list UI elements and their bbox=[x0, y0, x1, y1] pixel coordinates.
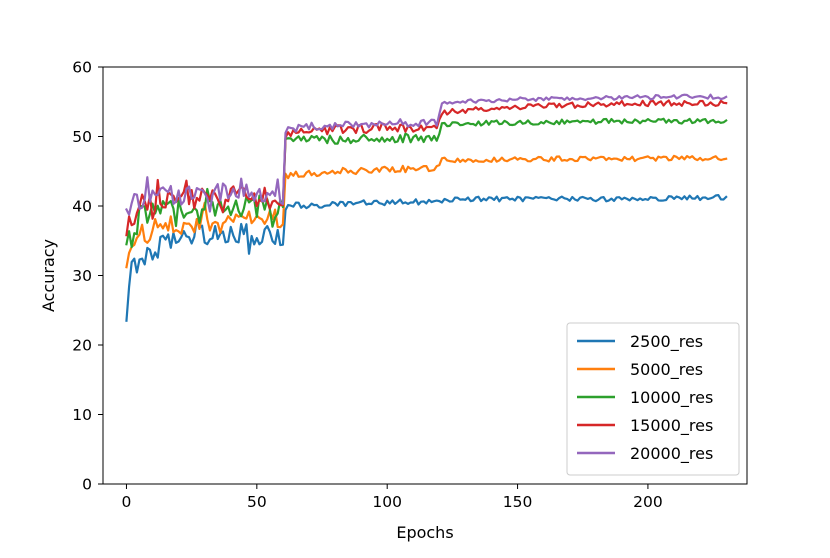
legend-label: 10000_res bbox=[630, 388, 713, 408]
legend-label: 2500_res bbox=[630, 332, 703, 352]
legend-label: 15000_res bbox=[630, 416, 713, 436]
x-axis-label: Epochs bbox=[396, 523, 453, 542]
series-line-20000-res bbox=[124, 93, 728, 216]
y-tick-label: 0 bbox=[82, 476, 92, 494]
y-tick-label: 30 bbox=[72, 267, 92, 285]
series-line-10000-res bbox=[125, 117, 728, 249]
series-line-2500-res bbox=[125, 194, 728, 322]
x-tick-label: 0 bbox=[122, 493, 132, 511]
legend-label: 5000_res bbox=[630, 360, 703, 380]
y-tick-label: 50 bbox=[72, 128, 92, 146]
series-line-15000-res bbox=[125, 99, 728, 237]
y-tick-label: 40 bbox=[72, 198, 92, 216]
y-axis-label: Accuracy bbox=[39, 239, 58, 312]
legend: 2500_res 5000_res 10000_res 15000_res 20000_… bbox=[566, 322, 740, 476]
axes-layer: 0 50 100 150 200 0 10 20 30 40 50 60 Epochs Accuracy bbox=[39, 59, 663, 543]
y-tick-label: 60 bbox=[72, 59, 92, 77]
series-line-5000-res bbox=[125, 154, 728, 269]
y-tick-label: 10 bbox=[72, 406, 92, 424]
legend-box bbox=[566, 322, 740, 476]
x-tick-label: 150 bbox=[503, 493, 533, 511]
x-tick-label: 100 bbox=[372, 493, 402, 511]
legend-label: 20000_res bbox=[630, 444, 713, 464]
x-tick-label: 50 bbox=[247, 493, 267, 511]
series-layer bbox=[124, 93, 728, 322]
x-tick-label: 200 bbox=[633, 493, 663, 511]
y-tick-label: 20 bbox=[72, 337, 92, 355]
